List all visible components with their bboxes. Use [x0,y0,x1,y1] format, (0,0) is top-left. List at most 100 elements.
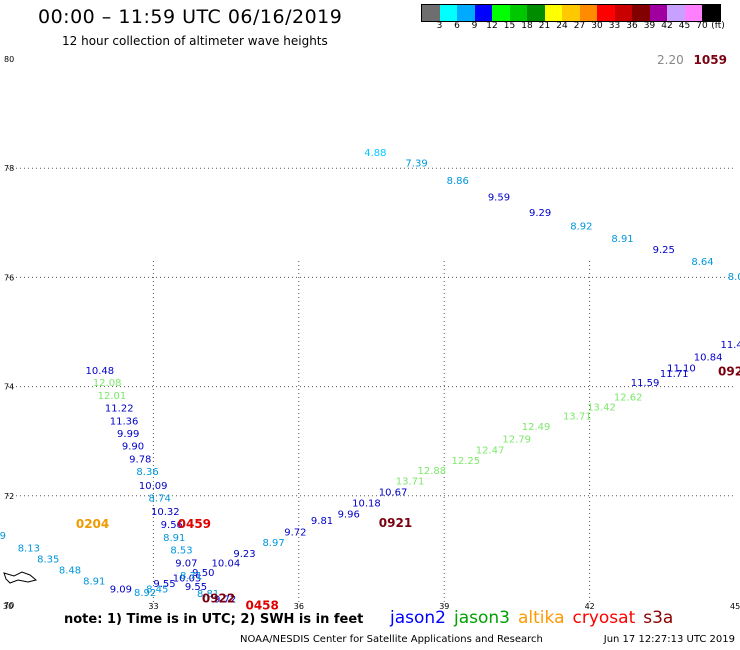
wave-height-point: 10.67 [379,487,408,498]
wave-height-point: 8.71 [180,571,202,582]
color-swatch [649,5,667,21]
chart-title: 00:00 – 11:59 UTC 06/16/2019 [38,6,343,28]
y-tick-label: 80 [4,55,14,64]
wave-height-point: 13.42 [587,402,616,413]
color-swatch [614,5,632,21]
legend-item-jason3: jason3 [454,608,510,628]
legend-item-s3a: s3a [643,608,674,628]
wave-height-point: 12.49 [522,422,551,433]
wave-height-point: 12.62 [614,392,643,403]
color-swatch [632,5,650,21]
wave-height-point: 8.91 [163,533,185,544]
x-tick-label: 33 [148,602,158,611]
color-scale-tick: 30 [591,21,603,31]
wave-height-point: 10.32 [151,507,180,518]
color-scale-tick: 45 [678,21,691,31]
color-scale-tick: 6 [454,21,460,31]
x-tick-label: 39 [439,602,449,611]
wave-height-point: 8.36 [136,467,158,478]
wave-height-point: 11.71 [660,369,689,380]
wave-height-point: 8.92 [134,588,156,599]
color-scale-tick: 12 [486,21,498,31]
color-swatch [667,5,685,21]
wave-height-point: 11.10 [667,363,696,374]
wave-height-point: 9.55 [185,582,207,593]
coastline-shape [3,571,38,584]
color-scale-tick: 21 [538,21,551,31]
x-tick-label: 30 [3,602,13,611]
color-swatch [422,5,440,21]
wave-height-point: 11.59 [631,378,660,389]
legend-item-jason2: jason2 [390,608,446,628]
satellite-legend: jason2 jason3 altika cryosat s3a [390,608,681,628]
wave-height-point: 9.55 [153,579,175,590]
wave-height-point: 9.72 [214,594,236,605]
wave-height-point: 9.56 [161,520,183,531]
pass-time-label: 0922 [202,591,235,605]
color-swatch [527,5,545,21]
wave-height-point: 8.86 [447,176,469,187]
color-scale-bar [421,4,721,22]
color-swatch [684,5,702,21]
wave-height-point: 8.64 [691,257,713,268]
color-swatch [474,5,492,21]
wave-height-point: 9.96 [338,509,360,520]
color-swatch [492,5,510,21]
color-scale-tick: 36 [626,21,638,31]
wave-height-point: 8.35 [37,555,59,566]
wave-height-point: 9.72 [284,527,306,538]
color-scale-tick: 70 [696,21,708,31]
legend-item-altika: altika [518,608,565,628]
color-scale-unit: (ft) [711,21,725,31]
wave-height-point: 9.29 [529,208,551,219]
wave-height-point: 8.07 [728,272,740,283]
wave-height-point: 8.45 [146,585,168,596]
x-tick-label: 36 [294,602,304,611]
wave-height-point: 10.09 [139,481,168,492]
wave-height-point: 12.79 [502,434,531,445]
y-tick-label: 72 [4,492,14,501]
color-scale-tick: 15 [503,21,516,31]
wave-height-point: 9.90 [122,442,144,453]
wave-height-point: 9.99 [117,429,139,440]
wave-height-point: 10.18 [352,498,381,509]
color-scale-labels: 3 6 9 12 15 18 21 24 27 30 33 36 39 42 45 70 (ft) [421,21,740,33]
color-scale-tick: 27 [573,21,586,31]
color-scale-tick: 24 [556,21,568,31]
x-tick-label: 45 [730,602,740,611]
wave-height-point: 7.39 [405,159,427,170]
wave-height-point: 13.71 [396,477,425,488]
x-tick-label: 42 [585,602,595,611]
max-value-pass-time: 1059 [693,53,727,67]
color-swatch [544,5,562,21]
color-swatch [439,5,457,21]
footer-timestamp: Jun 17 12:27:13 UTC 2019 [603,634,735,645]
wave-height-point: 9.81 [311,516,333,527]
wave-height-point: 11.36 [110,416,139,427]
wave-height-point: 9.25 [653,245,675,256]
wave-height-point: 12.08 [93,378,122,389]
color-swatch [562,5,580,21]
color-swatch [597,5,615,21]
legend-item-cryosat: cryosat [572,608,636,628]
wave-height-point: 8.91 [83,576,105,587]
wave-height-point: 9.78 [129,455,151,466]
wave-height-point: 12.47 [476,445,505,456]
color-scale-tick: 33 [608,21,621,31]
chart-subtitle: 12 hour collection of altimeter wave hei… [62,34,328,48]
y-tick-label: 76 [4,273,14,282]
pass-time-label: 0458 [245,599,278,613]
wave-height-point: 9.23 [233,549,255,560]
color-scale-tick: 3 [436,21,443,31]
wave-height-point: 4.88 [364,148,386,159]
wave-height-point: 12.88 [418,466,447,477]
y-tick-label: 74 [4,383,14,392]
color-swatch [509,5,527,21]
wave-height-point: 7.99 [0,531,6,542]
wave-height-point: 10.84 [694,353,723,364]
wave-height-point: 8.48 [59,566,81,577]
wave-height-point: 9.59 [488,193,510,204]
color-swatch [702,5,720,21]
